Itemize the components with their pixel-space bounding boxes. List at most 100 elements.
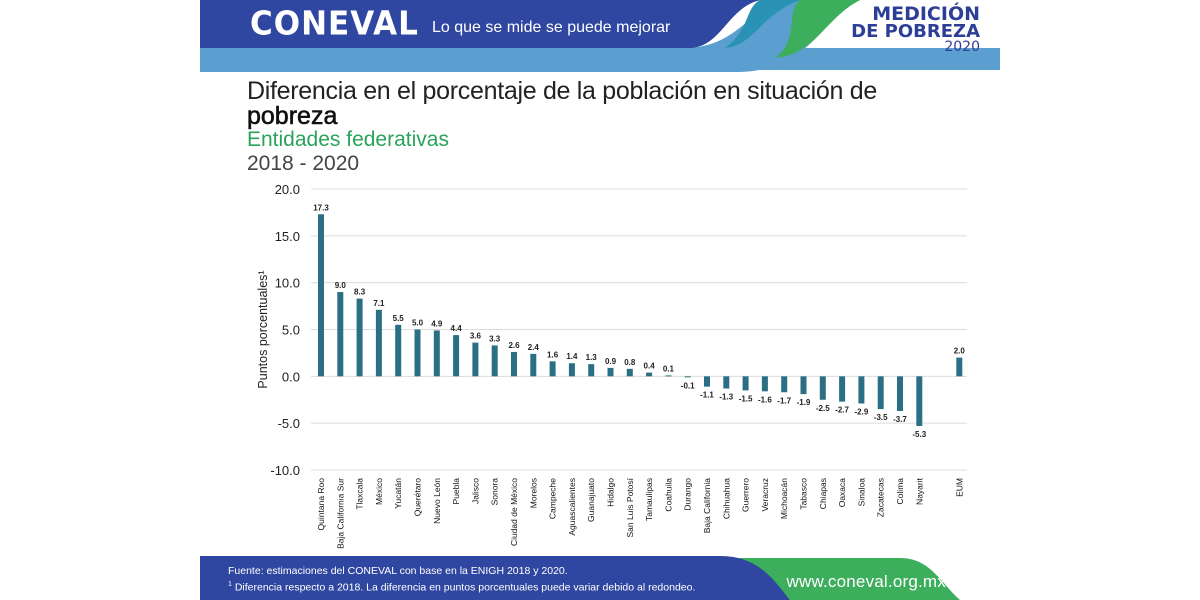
value-label: 5.0 — [412, 319, 424, 328]
value-label: -3.7 — [893, 415, 907, 424]
brand-line-1: MEDICIÓN — [872, 3, 980, 25]
y-axis-label: Puntos porcentuales¹ — [256, 270, 270, 388]
bar — [761, 376, 768, 392]
y-tick-label: 20.0 — [275, 182, 300, 197]
bar — [819, 376, 826, 400]
category-label: Nuevo León — [432, 478, 442, 524]
value-label: 7.1 — [373, 299, 385, 308]
bar — [916, 376, 923, 426]
category-label: Ciudad de México — [509, 478, 519, 546]
value-label: 4.9 — [431, 319, 443, 328]
value-label: 4.4 — [451, 324, 463, 333]
bar — [742, 376, 749, 391]
value-label: 2.6 — [508, 341, 520, 350]
chart-subtitle: Entidades federativas — [247, 128, 449, 151]
value-label: -1.5 — [739, 394, 753, 403]
chart-period: 2018 - 2020 — [247, 152, 360, 175]
category-label: Zacatecas — [876, 478, 886, 517]
category-label: EUM — [954, 478, 964, 497]
bar — [530, 353, 537, 377]
bar — [433, 330, 440, 377]
category-label: Veracruz — [760, 478, 770, 512]
value-label: -1.1 — [700, 391, 714, 400]
category-label: Jalisco — [470, 478, 480, 504]
bar — [684, 376, 691, 378]
bar — [858, 376, 865, 404]
bar — [646, 372, 653, 377]
value-label: 3.6 — [470, 332, 482, 341]
category-label: Morelos — [528, 478, 538, 508]
header-banner: CONEVAL Lo que se mide se puede mejorar … — [200, 0, 1000, 72]
rounding-note: 1 Diferencia respecto a 2018. La diferen… — [228, 578, 695, 595]
value-label: -5.3 — [912, 430, 926, 439]
value-label: 2.0 — [954, 347, 966, 356]
y-tick-label: -5.0 — [278, 416, 300, 431]
footnotes: Fuente: estimaciones del CONEVAL con bas… — [228, 564, 695, 595]
bar — [956, 357, 963, 377]
category-label: San Luis Potosí — [625, 477, 635, 537]
value-label: 17.3 — [313, 203, 329, 212]
bar — [839, 376, 846, 402]
bar — [356, 298, 363, 377]
category-label: Nayarit — [914, 477, 924, 505]
value-label: -1.6 — [758, 395, 772, 404]
value-label: 0.8 — [624, 358, 636, 367]
bar — [375, 309, 382, 377]
category-label: Baja California Sur — [335, 478, 345, 549]
value-label: 1.4 — [566, 352, 578, 361]
rounding-note-text: Diferencia respecto a 2018. La diferenci… — [231, 581, 696, 594]
bar-chart: 20.0 15.0 10.0 5.0 0.0 -5.0 -10.0 Puntos porcen… — [256, 182, 967, 549]
value-label: 1.6 — [547, 350, 559, 359]
bar — [704, 376, 710, 387]
value-label: -2.5 — [816, 404, 830, 413]
bar — [472, 342, 479, 377]
footer-banner: Fuente: estimaciones del CONEVAL con bas… — [200, 552, 1000, 600]
note-marker: 1 — [228, 581, 232, 588]
category-label: Tabasco — [799, 478, 809, 510]
category-label: Colima — [895, 478, 905, 505]
category-label: Chihuahua — [721, 478, 731, 519]
source-note: Fuente: estimaciones del CONEVAL con bas… — [228, 565, 568, 577]
tagline: Lo que se mide se puede mejorar — [432, 19, 671, 36]
category-label: Sinaloa — [856, 478, 866, 507]
chart-titles: Diferencia en el porcentaje de la poblac… — [247, 77, 878, 176]
value-label: 0.1 — [663, 364, 675, 373]
category-label: Campeche — [548, 478, 558, 519]
category-label: México — [374, 478, 384, 505]
value-label: -1.3 — [719, 393, 733, 402]
category-label: Guanajuato — [586, 478, 596, 522]
brand-line-2: DE POBREZA — [851, 21, 980, 42]
header-waves — [200, 0, 1000, 72]
category-label: Tamaulipas — [644, 478, 654, 521]
category-label: Chiapas — [818, 478, 828, 509]
bar — [395, 324, 402, 377]
value-label: 1.3 — [586, 353, 598, 362]
category-label: Tlaxcala — [355, 478, 365, 510]
bar — [549, 361, 556, 377]
chart-title-line2: pobreza — [247, 102, 338, 130]
value-label: 8.3 — [354, 288, 366, 297]
category-label: Michoacán — [779, 478, 789, 519]
value-label: -3.5 — [874, 413, 888, 422]
category-label: Querétaro — [413, 478, 423, 517]
value-label: 5.5 — [393, 314, 405, 323]
value-label: -2.7 — [835, 406, 849, 415]
footer-waves — [200, 556, 960, 600]
value-label: -0.1 — [681, 381, 695, 390]
brand-year: 2020 — [944, 39, 980, 55]
bar — [626, 368, 633, 377]
bar — [897, 376, 903, 411]
bar — [318, 214, 324, 377]
bar — [337, 292, 344, 377]
value-label: -2.9 — [855, 407, 869, 416]
category-label: Yucatán — [393, 478, 403, 509]
chart-title-line1: Diferencia en el porcentaje de la poblac… — [247, 77, 877, 105]
value-label: 0.9 — [605, 357, 617, 366]
bar — [877, 376, 884, 410]
coneval-logo: CONEVAL — [250, 5, 419, 43]
value-label: 3.3 — [489, 334, 501, 343]
website-link[interactable]: www.coneval.org.mx — [786, 572, 946, 591]
category-label: Aguascalientes — [567, 478, 577, 536]
bar — [665, 375, 672, 377]
bar — [568, 363, 575, 377]
